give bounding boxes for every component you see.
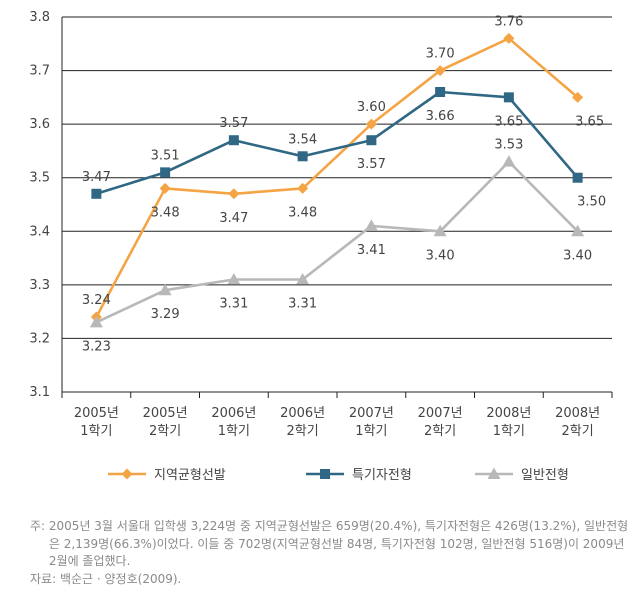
data-label: 3.66: [426, 109, 455, 124]
x-axis: 2005년 1학기 2005년 2학기 2006년 1학기 2006년 2학기 2007년 1학기…: [61, 391, 613, 439]
x-tick-label: 1학기: [218, 424, 250, 439]
source-row: 자료: 백순근 · 양정호(2009).: [30, 571, 630, 589]
legend: 지역균형선발 특기자전형 일반전형: [108, 467, 569, 483]
series-line: [95, 37, 579, 318]
line-chart: 3.1 3.2 3.3 3.4 3.5 3.6 3.7 3.8 2005년 1학기 2005년 2학…: [29, 10, 613, 483]
marker-triangle: [227, 273, 241, 285]
marker-triangle: [433, 224, 447, 237]
x-tick-label: 2007년: [418, 406, 463, 421]
marker-square: [160, 167, 171, 178]
marker-diamond: [159, 182, 171, 194]
grid-lines: [62, 16, 612, 393]
x-tick-label: 2006년: [211, 406, 256, 421]
marker-triangle: [364, 219, 378, 231]
data-label: 3.50: [577, 195, 606, 210]
data-label: 3.24: [82, 293, 111, 308]
y-tick-label: 3.2: [29, 331, 50, 346]
note-text: 2005년 3월 서울대 입학생 3,224명 중 지역균형선발은 659명(2…: [48, 519, 629, 568]
data-label: 3.65: [494, 114, 523, 129]
y-tick-label: 3.6: [29, 117, 50, 132]
data-label: 3.53: [494, 138, 523, 153]
data-label: 3.31: [288, 297, 317, 312]
source-text: 백순근 · 양정호(2009).: [59, 571, 182, 586]
data-label: 3.47: [82, 170, 111, 185]
data-label: 3.70: [426, 47, 455, 62]
x-tick-label: 2008년: [486, 406, 531, 421]
data-label: 3.40: [426, 248, 455, 263]
data-label: 3.57: [219, 116, 248, 131]
marker-diamond: [121, 468, 133, 480]
marker-triangle: [296, 273, 310, 285]
marker-diamond: [365, 118, 377, 130]
data-label: 3.51: [151, 148, 180, 163]
data-label: 3.48: [288, 205, 317, 220]
legend-label: 일반전형: [521, 468, 569, 483]
x-tick-label: 1학기: [493, 424, 525, 439]
x-tick-label: 1학기: [355, 424, 387, 439]
legend-label: 지역균형선발: [154, 468, 226, 483]
data-label: 3.29: [151, 307, 180, 322]
marker-triangle: [487, 467, 501, 479]
data-label: 3.23: [82, 339, 111, 354]
series-group: [89, 32, 585, 328]
x-tick-label: 2학기: [562, 424, 594, 439]
chart-notes: 주: 2005년 3월 서울대 입학생 3,224명 중 지역균형선발은 659…: [30, 518, 630, 588]
marker-square: [366, 135, 377, 146]
data-label: 3.57: [357, 157, 386, 172]
y-tick-label: 3.8: [29, 10, 50, 25]
data-label: 3.48: [151, 205, 180, 220]
marker-diamond: [572, 91, 584, 103]
x-tick-label: 2학기: [149, 424, 181, 439]
x-tick-label: 2006년: [280, 406, 325, 421]
data-label: 3.60: [357, 100, 386, 115]
data-label: 3.31: [219, 297, 248, 312]
data-labels: 3.24 3.48 3.47 3.48 3.60 3.70 3.76 3.65 3.47 3.51…: [82, 14, 606, 354]
data-label: 3.65: [575, 114, 604, 129]
marker-diamond: [297, 182, 309, 194]
source-label: 자료:: [30, 571, 60, 586]
x-tick-label: 2학기: [287, 424, 319, 439]
y-tick-label: 3.3: [29, 278, 50, 293]
marker-triangle: [89, 315, 103, 328]
y-tick-label: 3.7: [29, 64, 50, 79]
x-tick-label: 2학기: [424, 424, 456, 439]
note-label: 주:: [30, 519, 49, 533]
marker-triangle: [502, 155, 516, 167]
data-label: 3.41: [357, 243, 386, 258]
y-tick-label: 3.4: [29, 224, 50, 239]
marker-square: [297, 151, 308, 162]
y-tick-label: 3.5: [29, 171, 50, 186]
marker-square: [435, 87, 446, 97]
y-axis: 3.1 3.2 3.3 3.4 3.5 3.6 3.7 3.8: [29, 10, 63, 400]
marker-square: [320, 469, 330, 479]
data-label: 3.40: [563, 248, 592, 263]
marker-diamond: [228, 188, 240, 200]
marker-square: [228, 135, 239, 146]
marker-square: [572, 172, 583, 183]
marker-triangle: [158, 283, 172, 296]
marker-square: [503, 92, 514, 103]
y-tick-label: 3.1: [29, 385, 50, 400]
x-tick-label: 2007년: [349, 406, 394, 421]
marker-square: [91, 188, 102, 199]
series-line: [95, 160, 579, 324]
series-line: [95, 90, 579, 196]
note-row: 주: 2005년 3월 서울대 입학생 3,224명 중 지역균형선발은 659…: [30, 518, 630, 571]
marker-diamond: [434, 65, 446, 77]
x-tick-label: 1학기: [80, 424, 112, 439]
marker-diamond: [503, 32, 515, 44]
legend-label: 특기자전형: [352, 468, 412, 483]
data-label: 3.76: [494, 14, 523, 29]
data-label: 3.47: [219, 211, 248, 226]
x-tick-label: 2005년: [74, 406, 119, 421]
data-label: 3.54: [288, 132, 317, 147]
x-tick-label: 2005년: [143, 406, 188, 421]
x-tick-label: 2008년: [555, 406, 600, 421]
marker-triangle: [571, 224, 585, 237]
